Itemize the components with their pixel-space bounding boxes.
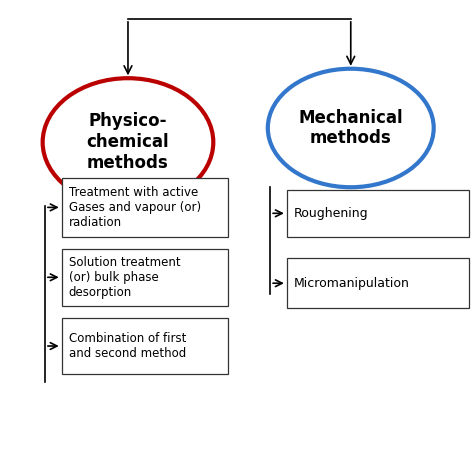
Bar (62, 318, 228, 374)
Text: Mechanical
methods: Mechanical methods (299, 109, 403, 147)
Text: Physico-
chemical
methods: Physico- chemical methods (87, 112, 169, 172)
Text: Treatment with active
Gases and vapour (or)
radiation: Treatment with active Gases and vapour (… (69, 186, 201, 229)
Bar (62, 249, 228, 306)
Ellipse shape (43, 78, 213, 206)
Text: Solution treatment
(or) bulk phase
desorption: Solution treatment (or) bulk phase desor… (69, 256, 180, 299)
Bar (287, 258, 469, 308)
Text: Micromanipulation: Micromanipulation (294, 277, 410, 290)
Text: Combination of first
and second method: Combination of first and second method (69, 332, 186, 360)
Text: Roughening: Roughening (294, 207, 368, 220)
Bar (62, 178, 228, 237)
Bar (287, 190, 469, 237)
Ellipse shape (268, 69, 434, 187)
